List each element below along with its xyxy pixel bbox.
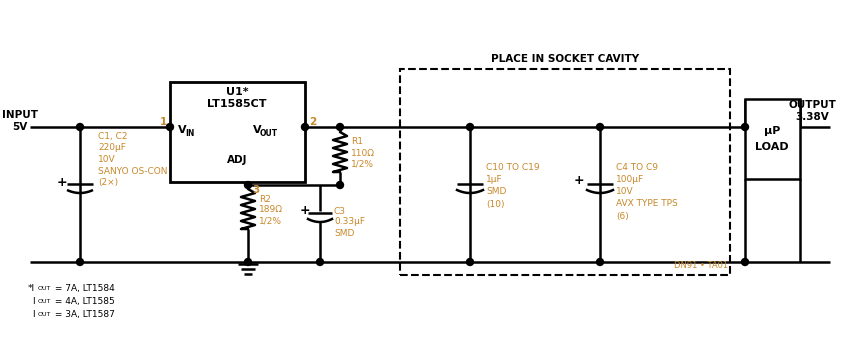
Text: OUT: OUT <box>38 286 51 291</box>
Text: 1: 1 <box>160 117 167 127</box>
Text: I: I <box>32 310 35 319</box>
Text: OUT: OUT <box>38 312 51 317</box>
Text: PLACE IN SOCKET CAVITY: PLACE IN SOCKET CAVITY <box>491 54 639 64</box>
Circle shape <box>597 123 603 130</box>
Circle shape <box>467 123 473 130</box>
Text: OUT: OUT <box>38 299 51 304</box>
Text: C1, C2: C1, C2 <box>98 132 127 142</box>
Text: 2: 2 <box>309 117 316 127</box>
Text: V: V <box>253 125 262 135</box>
Circle shape <box>77 123 84 130</box>
Text: 220μF: 220μF <box>98 144 126 153</box>
Text: C4 TO C9: C4 TO C9 <box>616 163 658 173</box>
Text: IN: IN <box>185 129 194 139</box>
Bar <box>745 99 800 179</box>
Text: C3: C3 <box>334 207 346 215</box>
Text: I: I <box>32 297 35 306</box>
Text: U1*: U1* <box>225 87 248 97</box>
Text: 10V: 10V <box>98 154 116 163</box>
Text: OUT: OUT <box>260 129 279 139</box>
Text: R1: R1 <box>351 137 363 147</box>
Text: LT1585CT: LT1585CT <box>208 99 267 109</box>
Text: DN91 • TA01: DN91 • TA01 <box>674 262 728 271</box>
Circle shape <box>337 123 344 130</box>
Text: 110Ω: 110Ω <box>351 149 375 157</box>
Text: 10V: 10V <box>616 187 634 196</box>
Circle shape <box>597 258 603 266</box>
Text: = 7A, LT1584: = 7A, LT1584 <box>52 284 115 293</box>
Text: INPUT: INPUT <box>2 110 38 120</box>
Text: μP: μP <box>764 126 780 136</box>
Circle shape <box>337 182 344 188</box>
Text: V: V <box>178 125 187 135</box>
Text: +: + <box>57 177 68 189</box>
Text: *I: *I <box>28 284 35 293</box>
Circle shape <box>301 123 309 130</box>
Text: = 4A, LT1585: = 4A, LT1585 <box>52 297 115 306</box>
Text: 1μF: 1μF <box>486 176 503 184</box>
Text: (2×): (2×) <box>98 178 118 186</box>
Text: (6): (6) <box>616 212 629 220</box>
Text: 0.33μF: 0.33μF <box>334 217 365 226</box>
Text: SMD: SMD <box>486 187 506 196</box>
Text: OUTPUT: OUTPUT <box>788 100 836 110</box>
Text: SMD: SMD <box>334 228 354 238</box>
Circle shape <box>245 258 252 266</box>
Text: (10): (10) <box>486 200 505 209</box>
Bar <box>400 69 730 275</box>
Text: 3.38V: 3.38V <box>795 112 829 122</box>
Circle shape <box>245 182 252 188</box>
Text: R2: R2 <box>259 194 271 204</box>
Text: C10 TO C19: C10 TO C19 <box>486 163 539 173</box>
Text: 100μF: 100μF <box>616 176 644 184</box>
Text: SANYO OS-CON: SANYO OS-CON <box>98 166 167 176</box>
Text: = 3A, LT1587: = 3A, LT1587 <box>52 310 115 319</box>
Circle shape <box>166 123 174 130</box>
Circle shape <box>467 258 473 266</box>
Text: +: + <box>300 205 311 217</box>
Text: +: + <box>574 175 585 187</box>
Text: LOAD: LOAD <box>755 142 789 152</box>
Text: 1/2%: 1/2% <box>351 159 374 168</box>
Text: 5V: 5V <box>12 122 27 132</box>
Circle shape <box>316 258 323 266</box>
Text: ADJ: ADJ <box>227 155 247 165</box>
Circle shape <box>742 123 749 130</box>
Bar <box>170 82 305 182</box>
Circle shape <box>742 258 749 266</box>
Text: 1/2%: 1/2% <box>259 216 282 225</box>
Text: AVX TYPE TPS: AVX TYPE TPS <box>616 200 678 209</box>
Circle shape <box>77 258 84 266</box>
Text: 3: 3 <box>252 185 259 195</box>
Text: 189Ω: 189Ω <box>259 206 283 214</box>
